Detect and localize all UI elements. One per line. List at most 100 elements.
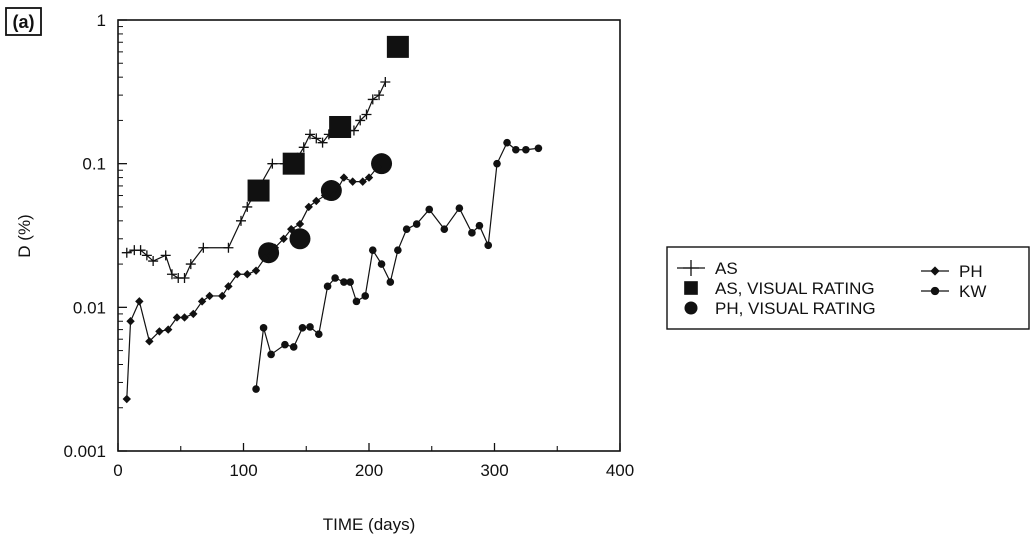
y-axis-ticks: 0.001 0.01 0.1 1 [63,11,127,461]
data-point-as [298,142,309,153]
data-point-ph [233,270,242,279]
data-point-ph [224,282,233,291]
panel-label-box [5,7,42,36]
data-point-kw [412,220,421,228]
data-point-as [198,242,209,253]
data-point-kw [315,330,323,339]
legend-item-as-visual-rating: AS, VISUAL RATING [684,279,875,298]
data-point-as [141,250,152,261]
data-point-kw [475,221,484,230]
legend-label: AS [715,259,738,278]
data-point-kw [289,343,298,351]
data-point-as [267,158,278,169]
data-point-ph [135,297,144,306]
data-point-kw [361,292,370,300]
legend-label: KW [959,282,986,301]
x-axis-title: TIME (days) [323,515,416,534]
data-point-kw [493,159,501,168]
data-point-as [235,215,246,226]
data-point-as-visual-rating [386,35,409,58]
series-line-ph [126,166,379,400]
data-point-as-visual-rating [247,179,270,202]
data-point-ph [358,177,367,186]
data-point-kw [252,385,260,393]
data-point-kw [484,241,493,250]
data-point-kw [340,278,348,286]
legend-swatch-marker [684,281,698,295]
data-point-as [223,242,234,253]
data-point-as [148,256,159,267]
data-point-kw [323,282,332,291]
y-tick-label: 0.001 [63,442,106,461]
data-point-ph [155,327,164,336]
data-point-ph [243,270,252,279]
data-point-kw [331,274,339,282]
data-point-ph [312,196,321,206]
data-point-kw [534,144,543,153]
data-point-ph [126,317,135,326]
data-point-ph [122,394,131,404]
data-point-as [380,77,391,88]
data-point-ph [270,243,280,252]
series-kw [252,138,543,393]
data-point-ph [197,297,207,306]
data-point-as [367,94,378,105]
data-point-as-visual-rating [282,152,305,175]
series-as-visual-rating [247,35,409,202]
data-point-kw [468,229,476,237]
data-point-kw [267,350,275,359]
data-point-kw [298,324,307,332]
data-point-kw [512,145,520,154]
legend-swatch-marker [683,260,699,276]
data-point-ph [339,173,349,182]
data-point-as [185,259,196,270]
data-point-as [305,129,316,140]
legend-swatch-marker [684,301,698,315]
data-point-kw [346,278,354,286]
x-tick-label: 200 [355,461,383,480]
panel-label: (a) [13,12,35,32]
data-point-ph [329,191,339,200]
data-point-kw [402,225,411,233]
x-axis-ticks: 0 100 200 300 400 [113,443,634,480]
data-point-as-visual-rating [329,115,352,138]
data-point-kw [259,324,268,332]
data-point-as [166,269,177,280]
y-axis-title: D (%) [15,214,34,257]
y-tick-label: 1 [97,11,106,30]
data-point-as [355,115,366,126]
series-line-kw [255,141,539,390]
data-point-ph [286,224,296,234]
y-tick-label: 0.01 [73,298,106,317]
data-point-kw [425,205,434,214]
data-point-ph [172,313,182,322]
data-point-as [374,90,385,101]
panel-label-group: (a) [5,7,42,36]
data-point-as [317,137,328,148]
x-tick-label: 100 [229,461,257,480]
data-point-ph [145,337,154,346]
data-point-kw [281,340,289,349]
data-point-kw [377,260,386,268]
x-tick-label: 0 [113,461,122,480]
data-point-as [242,201,253,212]
data-point-ph [217,291,227,301]
data-point-ph [364,173,374,182]
data-point-ph [295,219,305,229]
data-point-as [361,109,372,120]
data-point-kw [455,204,464,212]
data-point-kw [368,246,377,254]
data-point-ph [164,325,173,334]
series-layer [121,35,543,404]
data-point-ph [304,202,313,212]
legend-item-ph: PH [921,262,983,281]
data-point-kw [386,278,395,286]
data-point-as [160,250,171,261]
x-tick-label: 400 [606,461,634,480]
data-point-kw [306,323,314,331]
data-point-kw [352,297,361,306]
data-point-ph [320,191,330,200]
data-point-as [311,133,322,144]
legend-label: PH [959,262,983,281]
